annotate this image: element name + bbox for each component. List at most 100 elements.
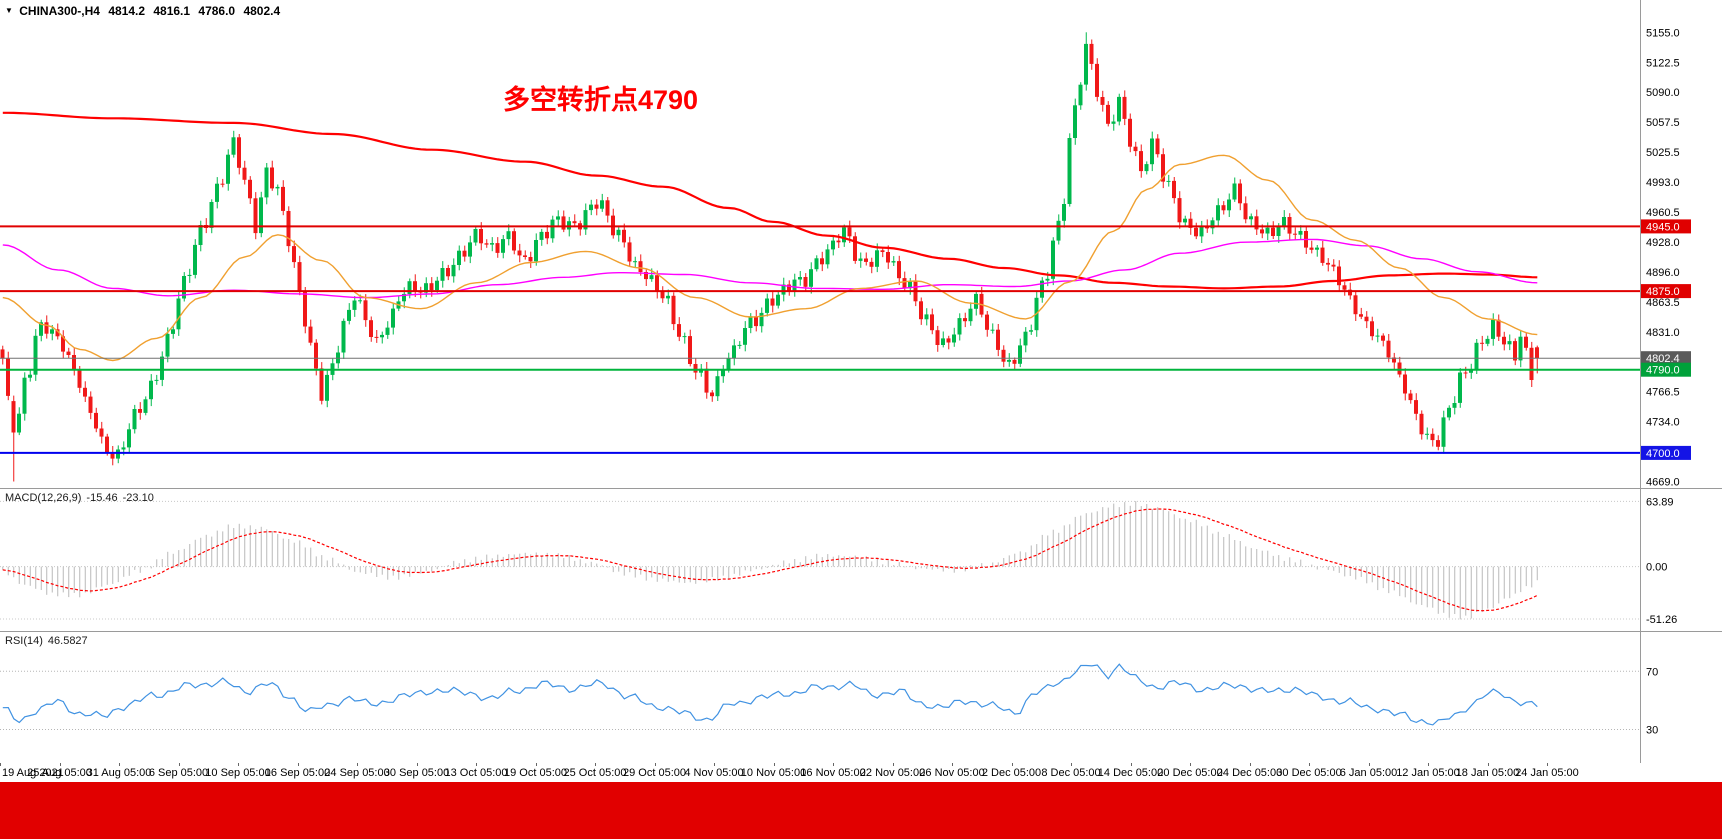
- price-badge: [1641, 284, 1691, 299]
- price-tick-label: 4993.0: [1646, 177, 1680, 189]
- time-axis-tick: [714, 763, 715, 766]
- candles-layer: [0, 32, 1539, 482]
- price-tick-label: 4669.0: [1646, 477, 1680, 489]
- chart-annotation-text[interactable]: 多空转折点4790: [503, 85, 699, 115]
- price-tick-label: 5122.5: [1646, 57, 1680, 69]
- time-axis-tick: [833, 763, 834, 766]
- rsi-indicator-pane[interactable]: 70 30 RSI(14) 46.5827: [0, 632, 1722, 763]
- macd-label: MACD(12,26,9) -15.46 -23.10: [5, 492, 159, 504]
- price-badge: [1641, 351, 1691, 366]
- time-axis-label: 29 Oct 05:00: [623, 767, 686, 779]
- price-tick-label: 4960.5: [1646, 207, 1680, 219]
- time-axis-tick: [416, 763, 418, 766]
- macd-signal-value: -23.10: [122, 492, 154, 504]
- ohlc-open-value: 4814.2: [108, 4, 146, 18]
- time-axis-tick: [1130, 763, 1132, 766]
- macd-canvas[interactable]: 63.89 0.00 -51.26: [0, 489, 1722, 631]
- price-badge: [1641, 362, 1691, 377]
- time-axis-tick: [1190, 763, 1191, 766]
- symbol-timeframe-label: CHINA300-,H4: [19, 4, 100, 18]
- time-axis-label: 26 Nov 05:00: [919, 767, 985, 779]
- macd-axis-label: -51.26: [1646, 614, 1677, 626]
- price-tick-label: 5025.5: [1646, 147, 1680, 159]
- macd-name: MACD(12,26,9): [5, 492, 82, 504]
- time-axis-label: 10 Sep 05:00: [205, 767, 271, 779]
- rsi-line: [2, 663, 1538, 726]
- time-axis-label: 18 Jan 05:00: [1455, 767, 1520, 779]
- rsi-canvas[interactable]: 70 30: [0, 632, 1722, 763]
- rsi-value: 46.5827: [47, 635, 88, 647]
- time-axis-tick: [1011, 763, 1013, 766]
- ma-mid-line: [2, 238, 1538, 299]
- price-badge-label: 4790.0: [1646, 365, 1680, 377]
- time-axis-tick: [535, 763, 537, 766]
- time-axis-label: 22 Nov 05:00: [859, 767, 926, 779]
- time-axis-tick: [1309, 763, 1310, 766]
- rsi-name: RSI(14): [5, 635, 43, 647]
- time-axis-label: 24 Dec 05:00: [1216, 767, 1283, 779]
- price-badge-label: 4945.0: [1646, 221, 1680, 233]
- time-axis-tick: [654, 763, 656, 766]
- time-axis-tick: [1547, 763, 1548, 766]
- time-axis-tick: [476, 763, 477, 766]
- time-axis-label: 13 Oct 05:00: [444, 767, 508, 779]
- time-axis-label: 12 Jan 05:00: [1396, 767, 1460, 779]
- macd-main-value: -15.46: [86, 492, 118, 504]
- ma-slow-line: [2, 111, 1538, 290]
- pane-separator[interactable]: [0, 631, 1722, 632]
- ma-fast-line: [2, 154, 1538, 362]
- time-axis-tick: [119, 763, 120, 766]
- time-axis-label: 24 Sep 05:00: [324, 767, 390, 779]
- rsi-axis-label: 30: [1646, 725, 1658, 737]
- time-axis[interactable]: 19 Aug 2021 25 Aug 05:00 31 Aug 05:00 6 Sep…: [0, 763, 1722, 782]
- time-axis-label: 8 Dec 05:00: [1041, 767, 1101, 779]
- price-axis-separator[interactable]: [1640, 0, 1641, 763]
- ohlc-high-value: 4816.1: [153, 4, 191, 18]
- time-axis-tick: [773, 763, 775, 766]
- time-axis-label: 30 Sep 05:00: [383, 767, 450, 779]
- time-axis-tick: [952, 763, 953, 766]
- time-axis-label: 16 Sep 05:00: [264, 767, 331, 779]
- price-badge: [1641, 445, 1691, 460]
- pane-separator[interactable]: [0, 488, 1722, 489]
- time-axis-tick: [892, 763, 894, 766]
- time-axis-label: 19 Aug 2021: [2, 767, 64, 779]
- macd-axis-label: 0.00: [1646, 562, 1667, 574]
- ohlc-low-value: 4786.0: [198, 4, 236, 18]
- chart-title: ▼ CHINA300-,H4 4814.2 4816.1 4786.0 4802…: [5, 4, 285, 18]
- macd-indicator-pane[interactable]: 63.89 0.00 -51.26 MACD(12,26,9) -15.46 -23.1…: [0, 489, 1722, 631]
- price-badge-label: 4802.4: [1646, 353, 1680, 365]
- time-axis-label: 25 Aug 05:00: [27, 767, 92, 779]
- time-axis-label: 16 Nov 05:00: [800, 767, 866, 779]
- time-axis-label: 10 Nov 05:00: [740, 767, 807, 779]
- collapse-triangle-icon[interactable]: ▼: [5, 6, 13, 15]
- time-axis-tick: [238, 763, 239, 766]
- time-axis-tick: [178, 763, 180, 766]
- time-axis-label: 14 Dec 05:00: [1097, 767, 1164, 779]
- time-axis-tick: [1368, 763, 1370, 766]
- price-tick-label: 4863.5: [1646, 297, 1680, 309]
- price-tick-label: 4766.5: [1646, 387, 1680, 399]
- price-tick-label: 5057.5: [1646, 117, 1680, 129]
- time-axis-label: 6 Sep 05:00: [148, 767, 209, 779]
- main-price-pane[interactable]: 5155.0 5122.5 5090.0 5057.5 5025.5 4993.0 4960…: [0, 0, 1722, 488]
- macd-histogram: [2, 501, 1538, 620]
- time-axis-label: 30 Dec 05:00: [1276, 767, 1342, 779]
- time-axis-tick: [297, 763, 299, 766]
- time-axis-label: 25 Oct 05:00: [563, 767, 627, 779]
- price-tick-label: 4734.0: [1646, 417, 1680, 429]
- ohlc-close-value: 4802.4: [243, 4, 281, 18]
- time-axis-label: 4 Nov 05:00: [684, 767, 744, 779]
- time-axis-label: 19 Oct 05:00: [504, 767, 567, 779]
- time-axis-tick: [1428, 763, 1429, 766]
- rsi-label: RSI(14) 46.5827: [5, 635, 93, 647]
- macd-axis-label: 63.89: [1646, 496, 1674, 508]
- rsi-axis-label: 70: [1646, 666, 1658, 678]
- time-axis-tick: [59, 763, 61, 766]
- time-axis-label: 24 Jan 05:00: [1515, 767, 1579, 779]
- time-axis-tick: [1487, 763, 1489, 766]
- price-tick-label: 4896.0: [1646, 267, 1680, 279]
- price-badge-label: 4700.0: [1646, 448, 1680, 460]
- main-chart-canvas[interactable]: 5155.0 5122.5 5090.0 5057.5 5025.5 4993.0 4960…: [0, 0, 1722, 488]
